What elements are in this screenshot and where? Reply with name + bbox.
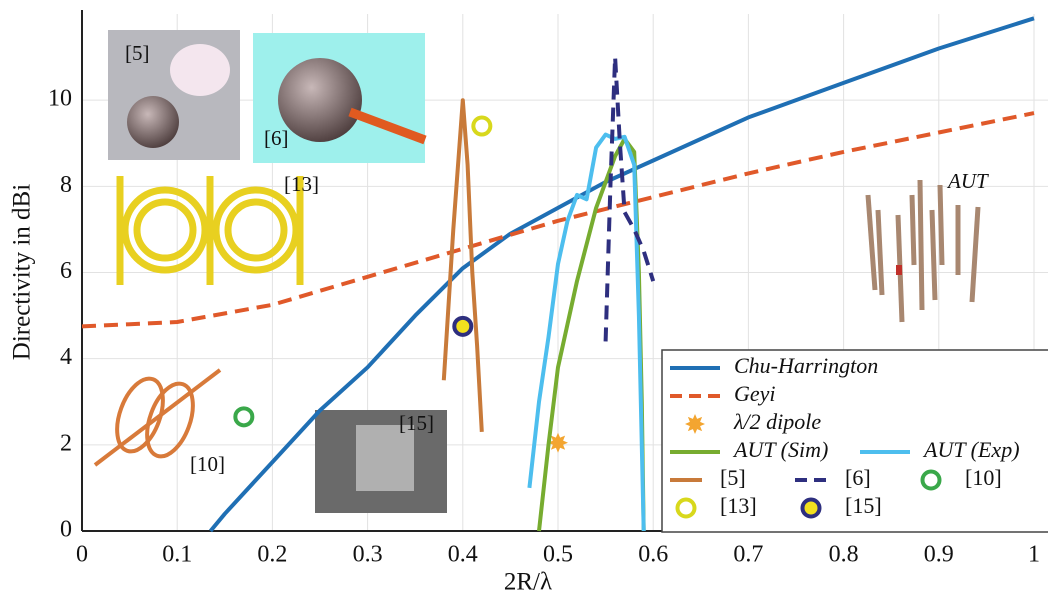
inset-dipoles — [868, 180, 978, 322]
y-tick-label: 4 — [60, 344, 72, 370]
x-tick-label: 0.8 — [829, 542, 859, 568]
legend-label: [10] — [965, 465, 1002, 490]
data-point — [454, 318, 471, 335]
y-tick-label: 10 — [48, 86, 72, 112]
legend-label: [15] — [845, 493, 882, 518]
chart: 2R/λ Directivity in dBi Chu-H — [0, 0, 1048, 602]
legend-label: [5] — [720, 465, 746, 490]
annotation: [5] — [125, 41, 150, 65]
x-tick-label: 0 — [76, 542, 88, 568]
series-line — [539, 139, 644, 531]
x-tick-label: 0.1 — [162, 542, 192, 568]
y-axis-label: Directivity in dBi — [9, 184, 36, 360]
x-tick-label: 0.9 — [924, 542, 954, 568]
legend-label: λ/2 dipole — [733, 409, 821, 434]
legend-swatch — [685, 414, 705, 434]
x-axis-label: 2R/λ — [504, 569, 552, 596]
inset-sphere — [127, 96, 179, 148]
y-tick-label: 8 — [60, 172, 72, 198]
annotation: [10] — [190, 452, 225, 476]
x-tick-label: 1 — [1028, 542, 1040, 568]
inset-feed — [896, 265, 902, 275]
x-tick-label: 0.7 — [733, 542, 763, 568]
legend-swatch — [803, 500, 820, 517]
legend-label: AUT (Sim) — [732, 437, 828, 462]
data-point — [473, 118, 490, 135]
x-tick-label: 0.4 — [448, 542, 478, 568]
annotation: [15] — [399, 411, 434, 435]
annotation: [13] — [284, 172, 319, 196]
legend-swatch — [923, 472, 940, 489]
inset-device — [356, 425, 414, 491]
y-tick-label: 2 — [60, 430, 72, 456]
x-tick-label: 0.2 — [257, 542, 287, 568]
legend-label: Geyi — [734, 381, 776, 406]
legend-label: Chu-Harrington — [734, 353, 878, 378]
inset-rings — [120, 176, 300, 285]
inset-loops — [95, 370, 220, 465]
x-tick-label: 0.5 — [543, 542, 573, 568]
x-tick-label: 0.6 — [638, 542, 668, 568]
data-point — [235, 408, 252, 425]
inset-beam — [170, 44, 230, 96]
y-tick-label: 6 — [60, 258, 72, 284]
legend-label: [6] — [845, 465, 871, 490]
x-tick-label: 0.3 — [353, 542, 383, 568]
annotation: [6] — [264, 126, 289, 150]
y-tick-label: 0 — [60, 517, 72, 543]
legend-swatch — [678, 500, 695, 517]
legend-label: [13] — [720, 493, 757, 518]
legend-label: AUT (Exp) — [922, 437, 1020, 462]
annotation: AUT — [946, 169, 989, 193]
inset-sphere — [278, 58, 362, 142]
